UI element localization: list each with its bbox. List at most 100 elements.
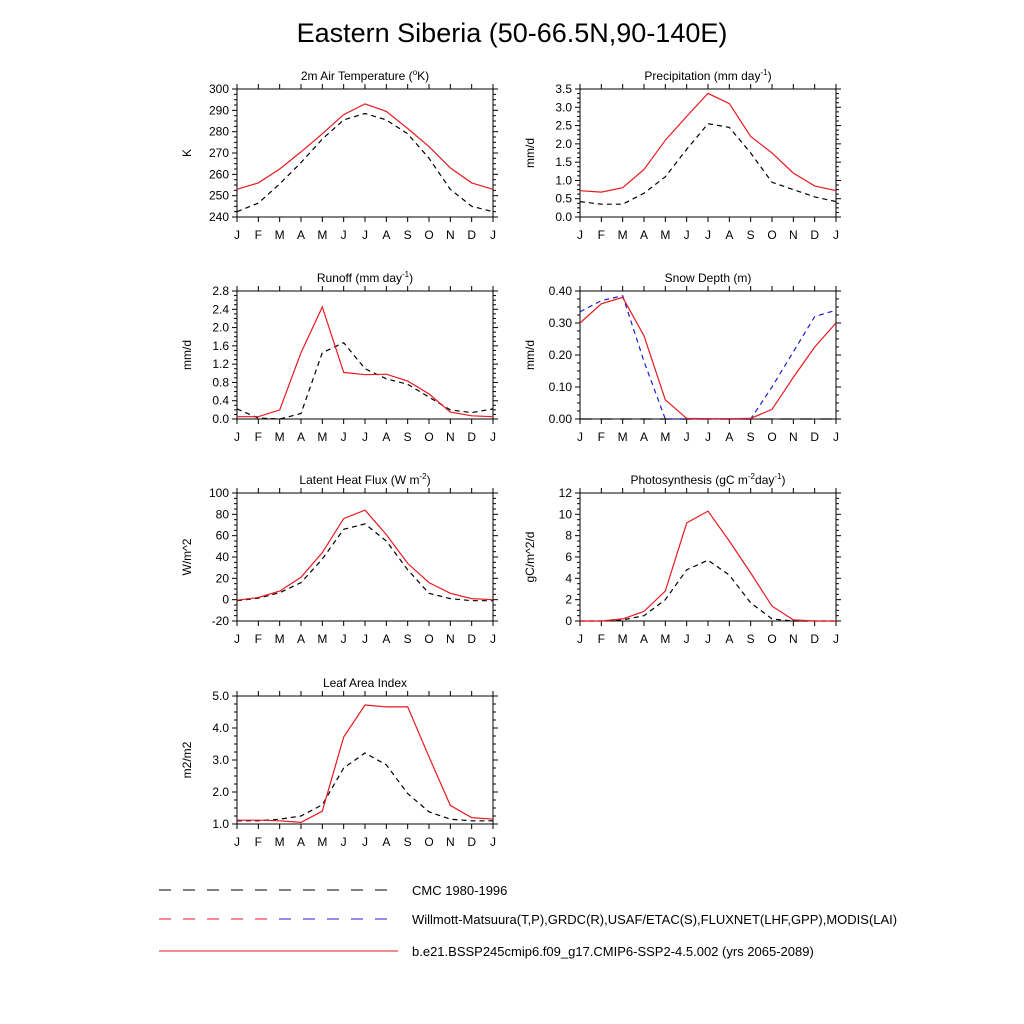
x-tick-label: J [341,430,347,444]
x-tick-label: D [467,835,476,849]
y-tick-label: 0.00 [549,412,573,426]
chart-panel-gpp: Photosynthesis (gC m-2day-1) gC/m^2/d 0 2 4 6… [523,472,841,646]
y-tick-label: 3.5 [555,82,572,96]
y-tick-label: 0.20 [549,348,573,362]
plot-frame [579,492,837,622]
x-tick-label: J [705,228,711,242]
series-line-model [236,103,494,190]
series-line-obs [579,123,837,205]
plot-frame [236,88,494,218]
x-tick-label: J [362,228,368,242]
x-tick-label: A [382,835,390,849]
y-tick-label: -20 [212,614,230,628]
x-tick-label: J [234,632,240,646]
chart-title-part: 2m Air Temperature ( [301,69,413,83]
x-tick-label: D [467,430,476,444]
chart-title-part: ) [782,473,786,487]
x-tick-label: J [341,228,347,242]
y-axis-label: W/m^2 [180,538,194,575]
x-tick-label: M [275,632,285,646]
x-tick-label: J [705,632,711,646]
chart-title: Snow Depth (m) [665,271,752,285]
y-tick-label: 270 [209,146,229,160]
y-tick-label: 0.8 [212,375,229,389]
y-tick-label: 0.0 [555,210,572,224]
x-tick-label: A [382,632,390,646]
chart-panel-snow: Snow Depth (m) mm/d 0.00 0.10 0.20 0.30 0.40 J F… [523,271,841,444]
series-line-model [237,704,494,824]
x-tick-label: A [725,228,733,242]
y-tick-label: 0.4 [212,394,229,408]
x-tick-label: A [725,632,733,646]
y-tick-label: 60 [216,529,230,543]
y-tick-label: 4.0 [212,721,229,735]
x-tick-label: S [404,228,412,242]
x-tick-label: O [424,430,433,444]
x-tick-label: M [275,430,285,444]
y-tick-label: 1.0 [212,817,229,831]
x-tick-label: J [833,632,839,646]
chart-title-part: ) [409,271,413,285]
plot-frame [236,290,494,420]
x-tick-label: O [767,632,776,646]
x-tick-label: F [598,228,605,242]
chart-title: Photosynthesis (gC m-2day-1) [631,472,786,487]
chart-title-part: -1 [402,270,410,279]
y-tick-label: 290 [209,103,229,117]
chart-title-part: o [413,68,418,77]
x-tick-label: J [577,430,583,444]
series-line-model [579,92,837,193]
x-tick-label: M [618,430,628,444]
y-tick-label: 0.10 [549,380,573,394]
y-tick-label: 10 [559,507,573,521]
y-axis-label: mm/d [180,340,194,370]
y-tick-label: 2.0 [212,321,229,335]
y-tick-label: 280 [209,125,229,139]
x-tick-label: M [618,228,628,242]
chart-title-part: ) [427,473,431,487]
y-tick-label: 0 [565,614,572,628]
chart-panel-temp: 2m Air Temperature (oK) K 240 250 260 270 280 2… [180,68,498,242]
x-tick-label: F [255,835,262,849]
x-tick-label: N [789,228,798,242]
chart-title-part: -2 [748,472,756,481]
legend-cmc-label: CMC 1980-1996 [412,883,507,898]
y-tick-label: 260 [209,167,229,181]
x-tick-label: M [317,632,327,646]
y-tick-label: 250 [209,189,229,203]
y-tick-label: 80 [216,507,230,521]
x-tick-label: J [490,430,496,444]
x-tick-label: S [747,430,755,444]
x-tick-label: J [341,835,347,849]
x-tick-label: S [404,632,412,646]
x-tick-label: A [297,228,305,242]
y-tick-label: 2.5 [555,119,572,133]
series-line-obs [580,559,836,622]
y-tick-label: 3.0 [555,100,572,114]
y-tick-label: 8 [565,529,572,543]
legend-model-label: b.e21.BSSP245cmip6.f09_g17.CMIP6-SSP2-4.… [412,944,814,959]
plot-frame [236,492,494,622]
series-line-obs [579,295,837,420]
chart-title-part: -1 [774,472,782,481]
x-tick-label: A [297,632,305,646]
x-tick-label: O [767,430,776,444]
y-tick-label: 1.2 [212,357,229,371]
x-tick-label: J [577,228,583,242]
chart-panel-lhf: Latent Heat Flux (W m-2) W/m^2 -20 0 20 40 60 8… [180,472,498,646]
y-tick-label: 1.5 [555,155,572,169]
x-tick-label: F [255,228,262,242]
x-tick-label: J [684,430,690,444]
series-line-obs [236,523,493,602]
x-tick-label: N [446,430,455,444]
x-tick-label: A [640,632,648,646]
x-tick-label: M [317,228,327,242]
y-tick-label: 0.5 [555,192,572,206]
chart-title: Precipitation (mm day-1) [644,68,771,83]
x-tick-label: A [640,228,648,242]
x-tick-label: J [490,228,496,242]
x-tick-label: M [660,228,670,242]
x-tick-label: F [598,430,605,444]
chart-panel-runoff: Runoff (mm day-1) mm/d 0.0 0.4 0.8 1.2 1.6 2.0 2… [180,270,498,444]
